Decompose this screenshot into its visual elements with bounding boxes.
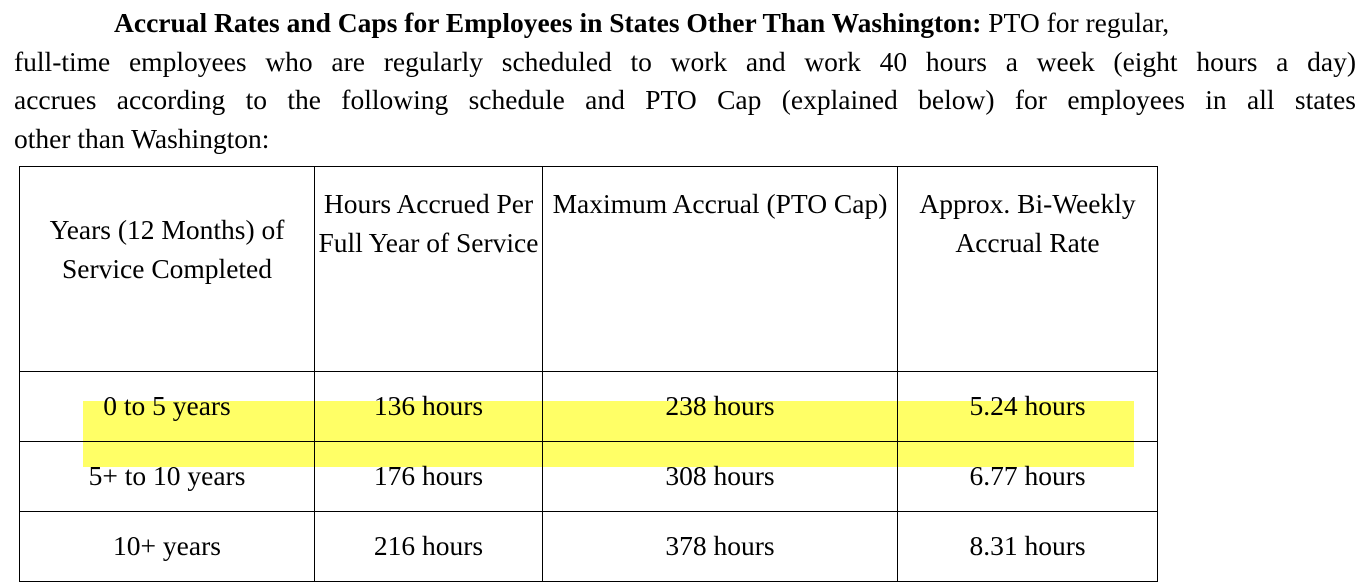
- header-years-of-service: Years (12 Months) of Service Completed: [19, 166, 315, 372]
- table-row-highlighted: 5+ to 10 years 176 hours 308 hours 6.77 …: [19, 441, 1158, 512]
- cell-years: 5+ to 10 years: [19, 441, 315, 512]
- section-heading: Accrual Rates and Caps for Employees in …: [114, 7, 982, 38]
- paragraph-line-3: accrues according to the following sched…: [14, 84, 1356, 115]
- cell-biweekly-rate: 6.77 hours: [897, 441, 1158, 512]
- cell-max-accrual: 308 hours: [542, 441, 898, 512]
- cell-hours-accrued: 136 hours: [314, 371, 543, 442]
- header-hours-accrued: Hours Accrued Per Full Year of Service: [314, 166, 543, 372]
- header-biweekly-rate: Approx. Bi-Weekly Accrual Rate: [897, 166, 1158, 372]
- cell-hours-accrued: 176 hours: [314, 441, 543, 512]
- cell-biweekly-rate: 8.31 hours: [897, 511, 1158, 582]
- cell-hours-accrued: 216 hours: [314, 511, 543, 582]
- cell-years: 10+ years: [19, 511, 315, 582]
- header-maximum-accrual: Maximum Accrual (PTO Cap): [542, 166, 898, 372]
- table-row: 0 to 5 years 136 hours 238 hours 5.24 ho…: [19, 371, 1158, 442]
- cell-max-accrual: 238 hours: [542, 371, 898, 442]
- cell-max-accrual: 378 hours: [542, 511, 898, 582]
- cell-biweekly-rate: 5.24 hours: [897, 371, 1158, 442]
- intro-paragraph: Accrual Rates and Caps for Employees in …: [14, 4, 1356, 158]
- paragraph-line-1: Accrual Rates and Caps for Employees in …: [14, 4, 1356, 43]
- table-header-row: Years (12 Months) of Service Completed H…: [19, 166, 1158, 372]
- paragraph-line-2: full-time employees who are regularly sc…: [14, 45, 1356, 77]
- cell-years: 0 to 5 years: [19, 371, 315, 442]
- accrual-table: Years (12 Months) of Service Completed H…: [19, 166, 1158, 582]
- table-row: 10+ years 216 hours 378 hours 8.31 hours: [19, 511, 1158, 582]
- paragraph-text-1: PTO for regular,: [981, 7, 1170, 38]
- paragraph-line-4: other than Washington:: [14, 122, 270, 154]
